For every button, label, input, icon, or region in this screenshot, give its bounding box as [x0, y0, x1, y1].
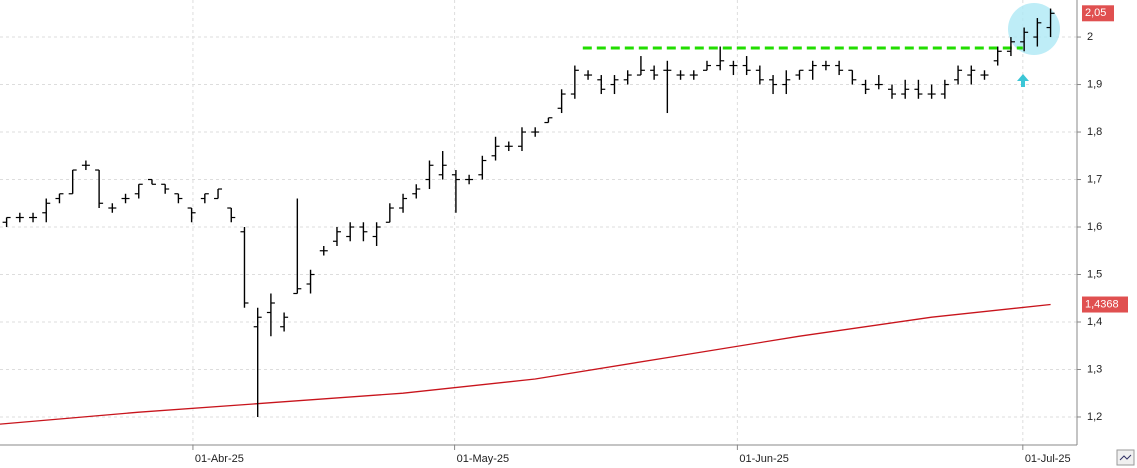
up-arrow [1017, 74, 1029, 87]
y-tick-label: 1,3 [1087, 363, 1102, 375]
y-tick-label: 1,4 [1087, 316, 1102, 328]
y-tick-label: 2 [1087, 31, 1093, 43]
x-tick-label: 01-Jun-25 [739, 453, 789, 465]
scroll-icon [1119, 454, 1132, 461]
axes: 1,2 1,3 1,4 1,5 1,6 1,7 1,8 1,9 2 01-Abr-25 01-May… [192, 5, 1128, 465]
y-tick-label: 1,8 [1087, 126, 1102, 138]
last-price-label: 2,05 [1085, 7, 1106, 19]
y-tick-label: 1,5 [1087, 268, 1102, 280]
plot [0, 8, 1055, 425]
y-tick-label: 1,2 [1087, 411, 1102, 423]
x-tick-label: 01-Jul-25 [1025, 453, 1071, 465]
x-tick-label: 01-Abr-25 [195, 453, 244, 465]
last-value-label: 1,4368 [1085, 298, 1119, 310]
last-price-box [1082, 5, 1114, 22]
highlight-circle [1008, 3, 1060, 55]
y-tick-label: 1,6 [1087, 221, 1102, 233]
last-value-box [1082, 296, 1128, 313]
x-tick-label: 01-May-25 [457, 453, 510, 465]
y-tick-label: 1,9 [1087, 78, 1102, 90]
y-tick-label: 1,7 [1087, 173, 1102, 185]
grid [0, 0, 1077, 445]
moving-average [0, 303, 1051, 425]
